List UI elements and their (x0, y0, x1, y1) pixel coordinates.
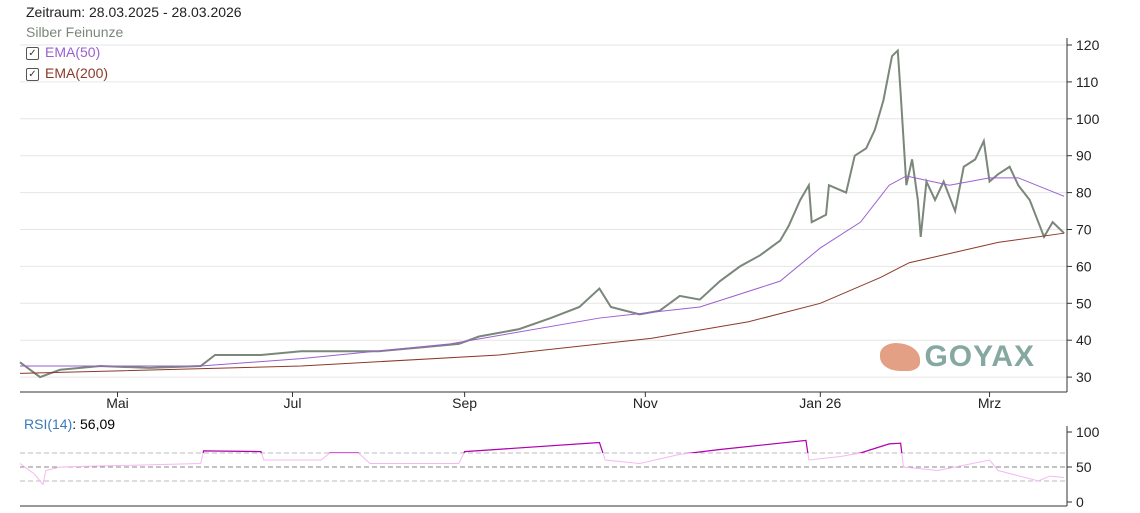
ema200-legend: EMA(200) (45, 65, 109, 81)
rsi-label: RSI(14) (24, 416, 73, 432)
bull-icon (880, 343, 920, 371)
ema200-checkbox[interactable]: ✓ (26, 68, 39, 81)
y-tick-label: 110 (1076, 74, 1099, 90)
y-tick-label: 60 (1076, 258, 1092, 274)
x-tick-label: Sep (452, 395, 477, 411)
rsi-line (19, 439, 1065, 486)
goyax-logo: GOYAX (880, 340, 1035, 374)
x-tick-label: Nov (633, 395, 658, 411)
y-tick-label: 90 (1076, 148, 1092, 164)
rsi-overbought-line (202, 439, 903, 453)
y-tick-label: 40 (1076, 332, 1092, 348)
x-tick-label: Mai (106, 395, 129, 411)
ema200-line (19, 232, 1065, 374)
ema50-legend: EMA(50) (45, 44, 101, 60)
rsi-value: 56,09 (80, 416, 116, 432)
x-tick-label: Mrz (978, 395, 1001, 411)
ema50-checkbox[interactable]: ✓ (26, 47, 39, 60)
ema50-line (20, 175, 1065, 367)
y-tick-label: 120 (1076, 37, 1100, 53)
logo-text: GOYAX (924, 340, 1036, 373)
x-tick-label: Jul (284, 395, 302, 411)
x-tick-label: Jan 26 (799, 395, 841, 411)
rsi-y-tick-label: 50 (1076, 459, 1092, 475)
y-tick-label: 100 (1076, 111, 1100, 127)
y-tick-label: 70 (1076, 222, 1092, 238)
period-label: Zeitraum: 28.03.2025 - 28.03.2026 (26, 4, 242, 20)
y-tick-label: 30 (1076, 369, 1092, 385)
y-tick-label: 50 (1076, 295, 1092, 311)
y-tick-label: 80 (1076, 185, 1092, 201)
instrument-label: Silber Feinunze (26, 24, 124, 40)
rsi-y-tick-label: 100 (1076, 424, 1100, 440)
rsi-y-tick-label: 0 (1076, 494, 1084, 510)
rsi-readout: RSI(14): 56,09 (24, 416, 116, 432)
